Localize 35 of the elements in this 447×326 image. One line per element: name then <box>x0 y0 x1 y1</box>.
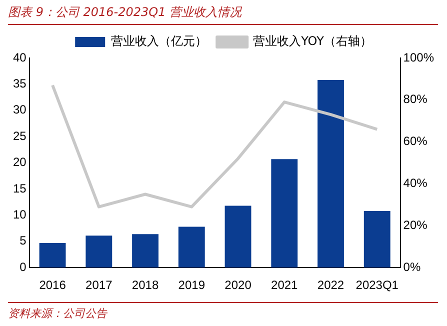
y2-tick-label: 0% <box>403 260 421 274</box>
y2-tick-label: 100% <box>403 50 434 64</box>
y-tick-label: 15 <box>12 181 27 196</box>
bar <box>318 80 344 268</box>
y-tick-label: 35 <box>12 76 27 91</box>
x-tick-label: 2019 <box>178 278 206 292</box>
x-tick-label: 2018 <box>132 278 159 292</box>
y-tick-label: 30 <box>12 102 27 117</box>
bar <box>86 236 112 268</box>
x-tick-label: 2022 <box>317 278 344 292</box>
bar <box>132 234 158 268</box>
y-tick-label: 25 <box>12 128 27 143</box>
y2-tick-label: 80% <box>403 92 428 106</box>
bar <box>224 206 252 268</box>
x-tick-label: 2017 <box>86 278 113 292</box>
y-tick-label: 10 <box>12 208 27 222</box>
x-tick-label: 2016 <box>39 278 66 292</box>
bar <box>39 242 66 268</box>
y2-tick-label: 40% <box>403 176 428 190</box>
legend-label: 营业收入YOY（右轴） <box>253 34 372 48</box>
y-tick-label: 20 <box>12 155 27 170</box>
x-tick-label: 2023Q1 <box>356 278 399 292</box>
bar <box>271 159 298 268</box>
x-tick-label: 2021 <box>271 278 298 292</box>
y-tick-label: 0 <box>20 260 27 274</box>
y-tick-label: 40 <box>12 50 27 64</box>
y2-tick-label: 20% <box>403 218 428 232</box>
text: 资料来源：公司公告 <box>8 302 438 321</box>
y2-tick-label: 60% <box>403 134 428 148</box>
bar <box>178 226 205 268</box>
legend-label: 营业收入（亿元） <box>111 34 208 48</box>
chart-title: 图表 9：公司 2016-2023Q1 营业收入情况 <box>8 4 438 25</box>
x-tick-label: 2020 <box>224 278 252 292</box>
bar <box>364 211 390 268</box>
y-tick-label: 5 <box>20 234 27 248</box>
